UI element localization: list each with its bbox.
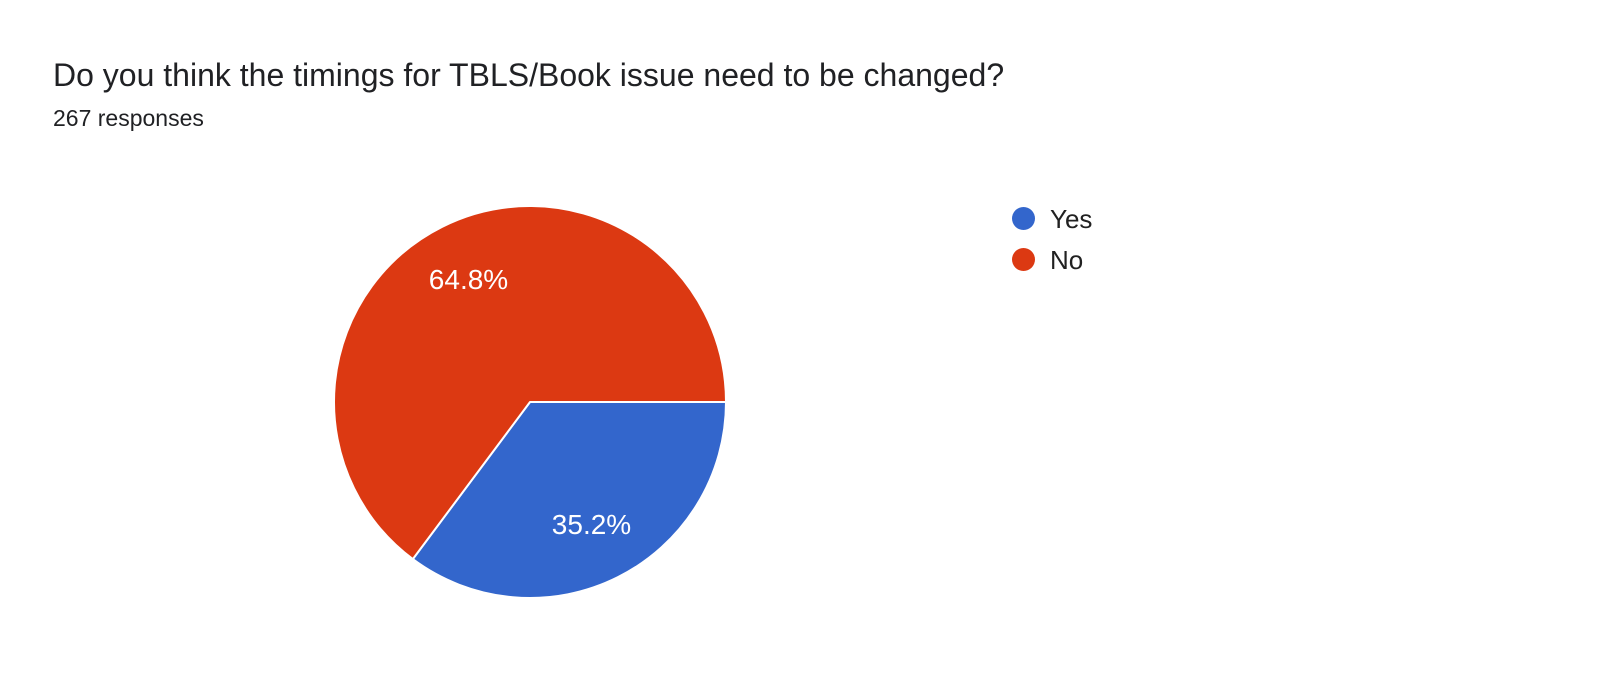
legend-item-yes[interactable]: Yes: [1012, 198, 1092, 239]
slice-label-no: 64.8%: [429, 264, 508, 295]
pie-slice-no[interactable]: [333, 205, 727, 561]
legend-swatch-yes-icon: [1012, 207, 1035, 230]
question-title: Do you think the timings for TBLS/Book i…: [53, 57, 1005, 93]
slice-label-yes: 35.2%: [552, 509, 631, 540]
pie-chart[interactable]: 35.2% 64.8%: [322, 194, 738, 610]
legend-swatch-no-icon: [1012, 248, 1035, 271]
chart-legend: Yes No: [1012, 198, 1092, 280]
pie-slice-yes[interactable]: [411, 401, 727, 600]
response-count: 267 responses: [53, 105, 204, 131]
legend-label-no: No: [1050, 244, 1084, 275]
legend-label-yes: Yes: [1050, 203, 1093, 234]
legend-item-no[interactable]: No: [1012, 239, 1092, 280]
